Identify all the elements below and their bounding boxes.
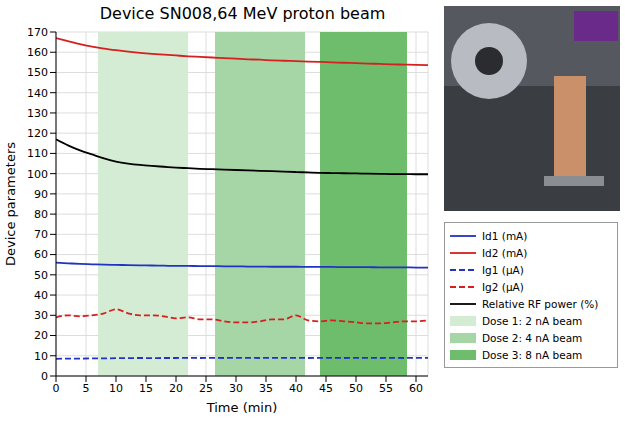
svg-text:5: 5 bbox=[83, 382, 90, 395]
svg-text:50: 50 bbox=[34, 269, 48, 282]
html-text:Id1 (mA): Id1 (mA) bbox=[482, 229, 528, 242]
html-text:Dose 2: 4 nA beam: Dose 2: 4 nA beam bbox=[482, 331, 583, 344]
svg-text:150: 150 bbox=[27, 66, 48, 79]
html-text:Relative RF power (%): Relative RF power (%) bbox=[482, 297, 599, 310]
html-text:Ig1 (μA): Ig1 (μA) bbox=[482, 263, 524, 276]
svg-text:60: 60 bbox=[409, 382, 423, 395]
svg-text:90: 90 bbox=[34, 188, 48, 201]
svg-text:30: 30 bbox=[229, 382, 243, 395]
svg-text:10: 10 bbox=[34, 350, 48, 363]
svg-text:130: 130 bbox=[27, 107, 48, 120]
html-text:Ig2 (μA): Ig2 (μA) bbox=[482, 280, 524, 293]
svg-text:55: 55 bbox=[379, 382, 393, 395]
svg-text:15: 15 bbox=[139, 382, 153, 395]
svg-text:20: 20 bbox=[169, 382, 183, 395]
svg-text:70: 70 bbox=[34, 228, 48, 241]
svg-text:25: 25 bbox=[199, 382, 213, 395]
html-text:Device SN008,64 MeV proton bea: Device SN008,64 MeV proton beam bbox=[99, 4, 386, 23]
svg-text:120: 120 bbox=[27, 127, 48, 140]
svg-text:Time (min): Time (min) bbox=[206, 400, 278, 415]
svg-text:110: 110 bbox=[27, 147, 48, 160]
svg-text:Device parameters: Device parameters bbox=[3, 142, 18, 266]
html-text:Dose 1: 2 nA beam: Dose 1: 2 nA beam bbox=[482, 314, 583, 327]
svg-text:60: 60 bbox=[34, 248, 48, 261]
svg-text:20: 20 bbox=[34, 329, 48, 342]
svg-text:30: 30 bbox=[34, 309, 48, 322]
html-text:Dose 3: 8 nA beam: Dose 3: 8 nA beam bbox=[482, 348, 583, 361]
svg-text:0: 0 bbox=[53, 382, 60, 395]
svg-text:140: 140 bbox=[27, 87, 48, 100]
svg-text:160: 160 bbox=[27, 46, 48, 59]
svg-text:0: 0 bbox=[41, 370, 48, 383]
svg-text:170: 170 bbox=[27, 26, 48, 39]
svg-text:80: 80 bbox=[34, 208, 48, 221]
svg-text:40: 40 bbox=[289, 382, 303, 395]
svg-text:100: 100 bbox=[27, 168, 48, 181]
svg-text:10: 10 bbox=[109, 382, 123, 395]
html-text:Id2 (mA): Id2 (mA) bbox=[482, 246, 528, 259]
svg-text:50: 50 bbox=[349, 382, 363, 395]
svg-text:45: 45 bbox=[319, 382, 333, 395]
svg-text:35: 35 bbox=[259, 382, 273, 395]
svg-text:40: 40 bbox=[34, 289, 48, 302]
